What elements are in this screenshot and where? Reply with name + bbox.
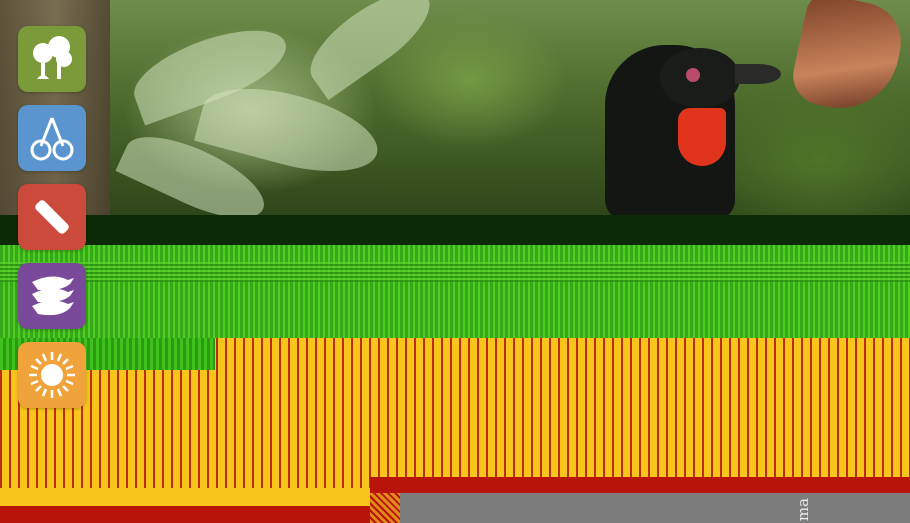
- sun-icon: [29, 352, 75, 398]
- trees-icon: [33, 36, 72, 79]
- bandage-icon: [35, 200, 69, 234]
- cherries-icon: [30, 117, 74, 161]
- guan-bird-eye: [686, 68, 700, 82]
- green-band: [0, 245, 910, 340]
- red-band-right: [370, 477, 910, 493]
- nav-birds-button[interactable]: [18, 263, 86, 329]
- leaf: [296, 0, 444, 101]
- footer-label: ma: [794, 498, 812, 522]
- guan-bird-beak: [735, 64, 781, 84]
- yellow-band-fragment: [0, 488, 370, 506]
- category-nav: [18, 26, 86, 421]
- seed-pod: [787, 0, 909, 120]
- gray-footer: [400, 493, 910, 523]
- orange-band-fragment: [370, 493, 400, 523]
- nav-sun-button[interactable]: [18, 342, 86, 408]
- guan-bird-wattle: [678, 108, 726, 166]
- nav-trees-button[interactable]: [18, 26, 86, 92]
- dark-band: [0, 215, 910, 247]
- green-band-stripes: [0, 262, 910, 282]
- birds-icon: [32, 276, 74, 316]
- red-band-left: [0, 506, 370, 523]
- guan-bird-head: [660, 48, 740, 108]
- nav-cherries-button[interactable]: [18, 105, 86, 171]
- nav-bandage-button[interactable]: [18, 184, 86, 250]
- hero-photo: [0, 0, 910, 218]
